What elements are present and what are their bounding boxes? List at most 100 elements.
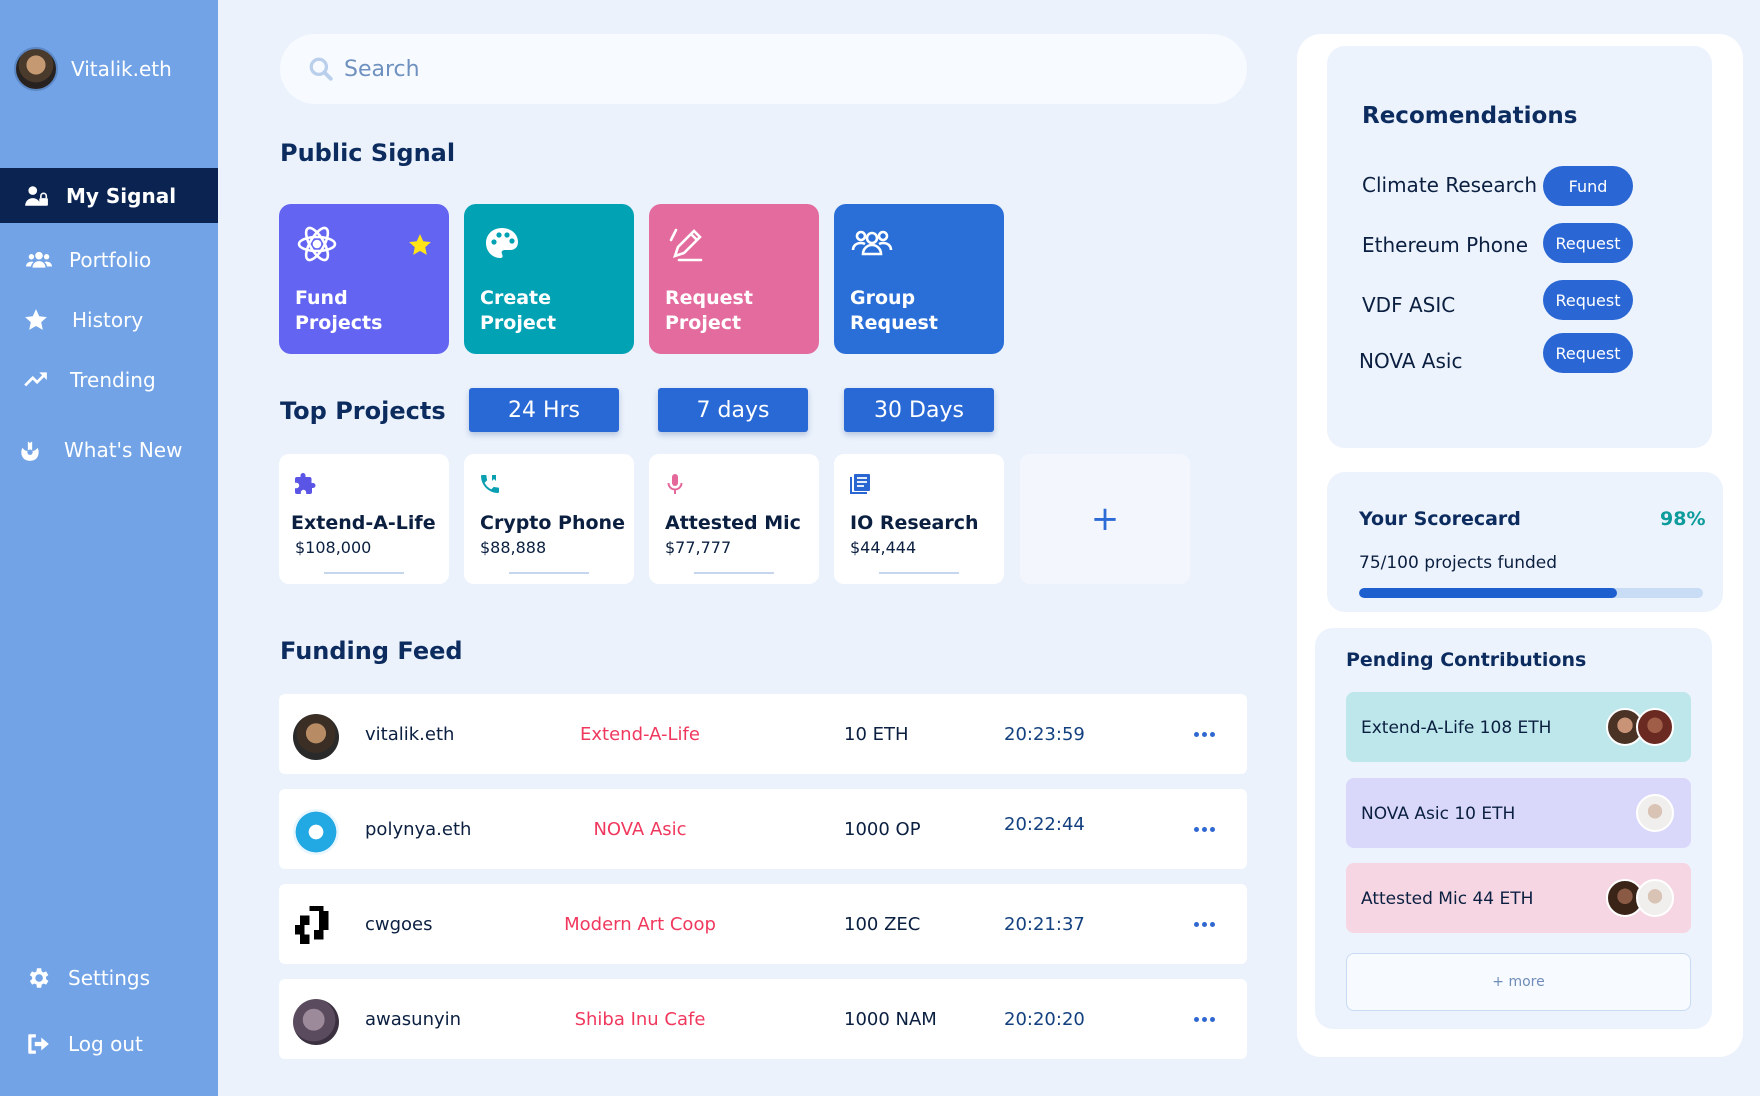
project-amount: $44,444	[850, 538, 917, 557]
trending-icon	[22, 366, 50, 394]
search-input[interactable]	[344, 56, 1144, 82]
project-card-crypto-phone[interactable]: Crypto Phone $88,888	[464, 454, 634, 584]
users-icon	[850, 222, 894, 266]
sidebar-item-history[interactable]: History	[0, 294, 218, 346]
sidebar-item-portfolio[interactable]: Portfolio	[0, 234, 218, 286]
pending-label: NOVA Asic 10 ETH	[1361, 804, 1516, 824]
fund-projects-card[interactable]: Fund Projects	[279, 204, 449, 354]
project-card-attested-mic[interactable]: Attested Mic $77,777	[649, 454, 819, 584]
plus-icon: +	[1090, 499, 1120, 539]
project-card-io-research[interactable]: IO Research $44,444	[834, 454, 1004, 584]
project-name: IO Research	[850, 512, 979, 534]
public-signal-title: Public Signal	[280, 139, 456, 167]
sidebar-item-label: What's New	[64, 438, 183, 462]
seedling-icon	[16, 436, 44, 464]
project-amount: $88,888	[480, 538, 547, 557]
feed-project-link[interactable]: Shiba Inu Cafe	[574, 1009, 706, 1030]
table-row: polynya.eth NOVA Asic 1000 OP 20:22:44	[279, 789, 1247, 869]
search-bar[interactable]	[280, 34, 1247, 104]
user-profile[interactable]: Vitalik.eth	[14, 47, 172, 91]
divider	[324, 572, 404, 574]
request-button[interactable]: Request	[1543, 333, 1633, 373]
sidebar-item-settings[interactable]: Settings	[0, 952, 218, 1004]
card-label: Create Project	[480, 287, 557, 334]
atom-icon	[295, 222, 339, 266]
sidebar-item-my-signal[interactable]: My Signal	[0, 168, 218, 223]
create-project-card[interactable]: Create Project	[464, 204, 634, 354]
star-icon	[22, 306, 50, 334]
fund-button[interactable]: Fund	[1543, 166, 1633, 206]
recommendation-name: Climate Research	[1362, 173, 1538, 197]
user-lock-icon	[22, 182, 50, 210]
scorecard-title: Your Scorecard	[1359, 508, 1521, 530]
more-button[interactable]: + more	[1346, 953, 1691, 1011]
feed-user[interactable]: polynya.eth	[365, 819, 472, 840]
table-row: awasunyin Shiba Inu Cafe 1000 NAM 20:20:…	[279, 979, 1247, 1059]
newspaper-icon	[848, 472, 874, 498]
palette-icon	[480, 222, 524, 266]
feed-user[interactable]: awasunyin	[365, 1009, 462, 1030]
divider	[879, 572, 959, 574]
feed-project-link[interactable]: NOVA Asic	[593, 819, 687, 840]
filter-30-days-button[interactable]: 30 Days	[844, 388, 994, 432]
filter-7-days-button[interactable]: 7 days	[658, 388, 808, 432]
sidebar-item-label: Trending	[70, 368, 156, 392]
group-request-card[interactable]: Group Request	[834, 204, 1004, 354]
avatar	[293, 999, 339, 1045]
search-icon	[309, 57, 333, 81]
sidebar-item-whats-new[interactable]: What's New	[0, 424, 218, 476]
feed-time: 20:20:20	[1004, 1009, 1085, 1030]
users-icon	[25, 246, 53, 274]
more-options-icon[interactable]	[1189, 914, 1219, 934]
feed-amount: 1000 NAM	[844, 1009, 937, 1030]
project-card-extend-a-life[interactable]: Extend-A-Life $108,000	[279, 454, 449, 584]
phone-icon	[478, 472, 504, 498]
pending-item[interactable]: Extend-A-Life 108 ETH	[1346, 692, 1691, 762]
sidebar-item-label: My Signal	[66, 183, 177, 208]
avatar	[1636, 708, 1674, 746]
feed-user[interactable]: vitalik.eth	[365, 724, 455, 745]
request-project-card[interactable]: Request Project	[649, 204, 819, 354]
recommendations-title: Recomendations	[1362, 103, 1578, 129]
project-name: Extend-A-Life	[291, 512, 436, 534]
table-row: cwgoes Modern Art Coop 100 ZEC 20:21:37	[279, 884, 1247, 964]
mic-icon	[663, 472, 689, 498]
feed-time: 20:23:59	[1004, 724, 1085, 745]
pending-item[interactable]: NOVA Asic 10 ETH	[1346, 778, 1691, 848]
sidebar-item-label: Settings	[68, 966, 151, 990]
avatar	[1636, 879, 1674, 917]
divider	[509, 572, 589, 574]
pending-label: Attested Mic 44 ETH	[1361, 889, 1534, 909]
sidebar-item-logout[interactable]: Log out	[0, 1018, 218, 1070]
pending-item[interactable]: Attested Mic 44 ETH	[1346, 863, 1691, 933]
project-name: Attested Mic	[665, 512, 801, 534]
more-options-icon[interactable]	[1189, 1009, 1219, 1029]
avatar	[14, 47, 58, 91]
avatar	[1636, 794, 1674, 832]
sidebar-item-label: History	[72, 308, 144, 332]
divider	[694, 572, 774, 574]
add-project-button[interactable]: +	[1020, 454, 1190, 584]
request-button[interactable]: Request	[1543, 223, 1633, 263]
puzzle-icon	[293, 472, 319, 498]
user-name: Vitalik.eth	[71, 57, 172, 81]
more-options-icon[interactable]	[1189, 724, 1219, 744]
feed-project-link[interactable]: Extend-A-Life	[580, 724, 700, 745]
pending-title: Pending Contributions	[1346, 649, 1587, 671]
feed-project-link[interactable]: Modern Art Coop	[564, 914, 716, 935]
more-options-icon[interactable]	[1189, 819, 1219, 839]
gear-icon	[24, 964, 52, 992]
sidebar-item-label: Log out	[68, 1032, 143, 1056]
scorecard-progress-fill	[1359, 588, 1617, 598]
card-label: Group Request	[850, 287, 938, 334]
feed-user[interactable]: cwgoes	[365, 914, 433, 935]
scorecard-progress-bar	[1359, 588, 1703, 598]
filter-24-hrs-button[interactable]: 24 Hrs	[469, 388, 619, 432]
sidebar-item-trending[interactable]: Trending	[0, 354, 218, 406]
request-button[interactable]: Request	[1543, 280, 1633, 320]
avatar	[1606, 879, 1644, 917]
project-amount: $108,000	[295, 538, 372, 557]
project-name: Crypto Phone	[480, 512, 625, 534]
logout-icon	[24, 1030, 52, 1058]
feed-amount: 10 ETH	[844, 724, 909, 745]
